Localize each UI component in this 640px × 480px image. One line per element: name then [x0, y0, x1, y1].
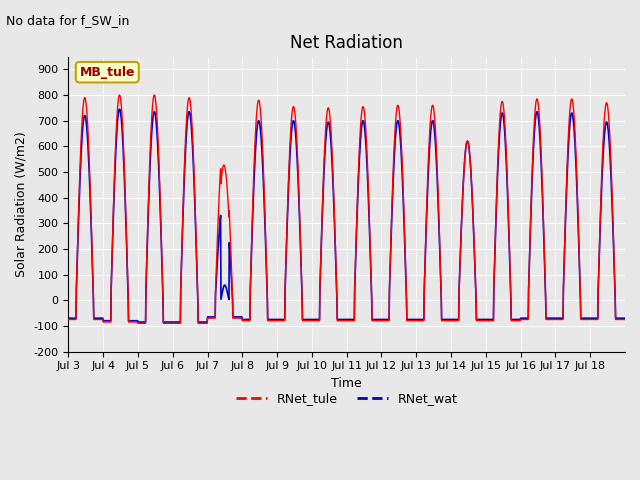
Text: MB_tule: MB_tule [79, 66, 135, 79]
Legend: RNet_tule, RNet_wat: RNet_tule, RNet_wat [230, 387, 463, 410]
Title: Net Radiation: Net Radiation [291, 34, 403, 52]
Text: No data for f_SW_in: No data for f_SW_in [6, 14, 130, 27]
Y-axis label: Solar Radiation (W/m2): Solar Radiation (W/m2) [15, 131, 28, 277]
X-axis label: Time: Time [332, 377, 362, 390]
